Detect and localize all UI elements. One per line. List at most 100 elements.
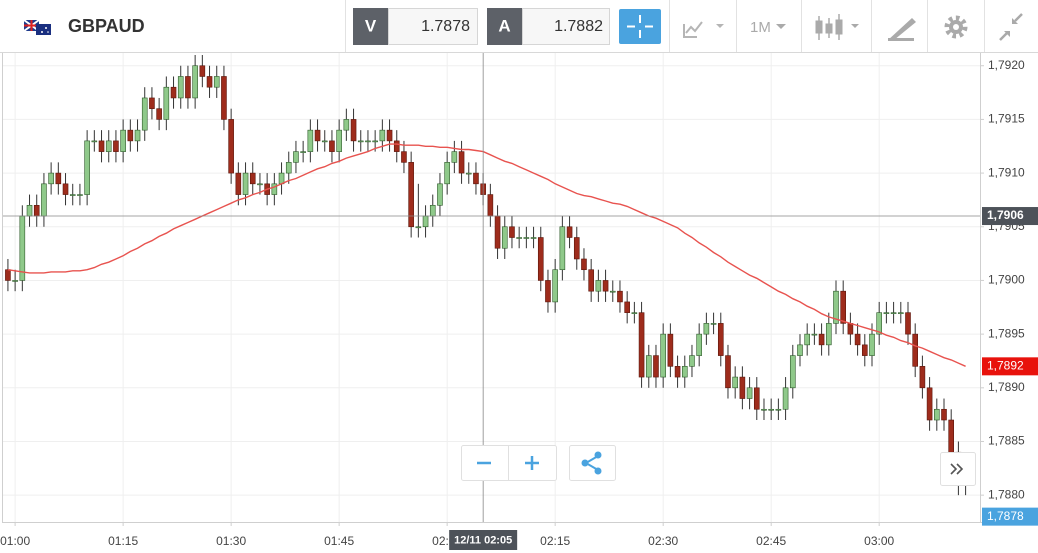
ask-marker-box: [982, 357, 1038, 376]
candle-body: [523, 237, 530, 239]
collapse-button[interactable]: [999, 13, 1023, 41]
candle-body: [228, 119, 234, 174]
candle-body: [105, 140, 112, 152]
y-tick-label: 1,7885: [988, 434, 1025, 448]
candle-body: [926, 387, 933, 421]
candle-body: [876, 312, 882, 335]
candle-body: [933, 408, 940, 421]
scroll-end-icon: [950, 463, 964, 475]
candle-body: [746, 387, 753, 399]
timeframe[interactable]: 1M: [750, 19, 771, 36]
y-tick-label: 1,7915: [988, 112, 1025, 126]
candle-body: [710, 323, 717, 325]
y-tick-label: 1,7920: [988, 58, 1025, 72]
candle-body: [401, 151, 407, 163]
candle-body: [336, 129, 342, 152]
candle-body: [602, 280, 609, 292]
candle-body: [163, 86, 170, 120]
candle-body: [206, 76, 213, 88]
candle-body: [847, 323, 854, 335]
candle-body: [156, 108, 162, 120]
candle-body: [617, 290, 623, 303]
candle-body: [415, 226, 422, 229]
candle-body: [473, 172, 479, 185]
candle-body: [717, 323, 724, 356]
bid-price: 1.7878: [421, 18, 470, 35]
candle-body: [451, 151, 458, 163]
candle-body: [365, 140, 371, 143]
y-tick-label: 1,7900: [988, 273, 1025, 287]
x-tick-label: 01:45: [324, 534, 354, 548]
candle-body: [386, 129, 393, 142]
candle-body: [537, 237, 544, 281]
candle-body: [840, 290, 846, 324]
candle-body: [278, 172, 285, 185]
candle-type-button[interactable]: [815, 14, 859, 40]
candle-body: [890, 312, 897, 314]
scroll-end-button[interactable]: [940, 452, 976, 486]
candle-body: [494, 215, 501, 249]
crosshair-price-label: 1,7906: [987, 208, 1024, 222]
candle-body: [113, 140, 119, 152]
crosshair-button[interactable]: [619, 9, 661, 44]
toolbar: GBPAUD V 1.7878 A 1.7882 1M: [0, 0, 1038, 53]
candle-body: [429, 204, 436, 217]
drawing-tool-button[interactable]: [888, 18, 916, 41]
share-button[interactable]: [581, 451, 602, 475]
candle-body: [681, 366, 688, 378]
bid-marker-box: [982, 507, 1038, 526]
candle-body: [120, 129, 126, 152]
moving-average-line: [7, 143, 966, 367]
candle-body: [516, 237, 522, 239]
crosshair-time-box: [449, 530, 518, 550]
ask-marker-label: 1,7892: [987, 359, 1024, 373]
candle-body: [149, 97, 155, 109]
overlay: 12/11 02:05 1,7906 1,7892 1,7878: [3, 53, 1038, 550]
candle-body: [861, 344, 868, 356]
candle-body: [314, 129, 321, 142]
candle-body: [285, 162, 292, 174]
candle-body: [768, 408, 774, 411]
candle-body: [170, 86, 177, 99]
candle-body: [379, 129, 386, 142]
settings-button[interactable]: [944, 15, 968, 39]
candle-body: [566, 226, 573, 238]
flag-icon: [23, 19, 51, 35]
x-tick-label: 02:15: [540, 534, 570, 548]
candle-body: [638, 312, 645, 378]
candle-body: [897, 312, 904, 314]
candle-body: [825, 323, 832, 346]
candle-body: [192, 65, 198, 99]
x-tick-label: 03:00: [864, 534, 894, 548]
candle-body: [919, 366, 926, 389]
candle-body: [55, 172, 62, 185]
candle-body: [775, 408, 782, 411]
timeframe-arrow: [776, 24, 786, 29]
candle-body: [941, 408, 947, 421]
chart-type-button[interactable]: [683, 21, 724, 38]
crosshair-time-label: 12/11 02:05: [454, 534, 512, 546]
candle-body: [624, 301, 630, 313]
candle-body: [257, 183, 263, 186]
candle-body: [307, 129, 314, 152]
bid-box[interactable]: [388, 8, 478, 45]
candle-body: [98, 140, 105, 152]
candle-body: [689, 355, 695, 367]
crosshair-price-box: [982, 207, 1038, 226]
bid-marker-label: 1,7878: [987, 509, 1024, 523]
ask-box[interactable]: [522, 8, 610, 45]
candle-body: [41, 183, 47, 217]
x-tick-label: 01:00: [0, 534, 30, 548]
bid-label-box: [353, 8, 388, 45]
y-tick-label: 1,7910: [988, 165, 1025, 179]
candle-body: [213, 76, 220, 88]
candle-body: [185, 76, 191, 99]
candle-body: [732, 376, 738, 389]
candle-body: [753, 387, 760, 410]
candle-body: [811, 333, 818, 336]
candle-body: [69, 194, 76, 196]
candle-body: [789, 355, 796, 389]
candle-body: [5, 269, 11, 281]
zoom-in-button[interactable]: [525, 456, 539, 470]
